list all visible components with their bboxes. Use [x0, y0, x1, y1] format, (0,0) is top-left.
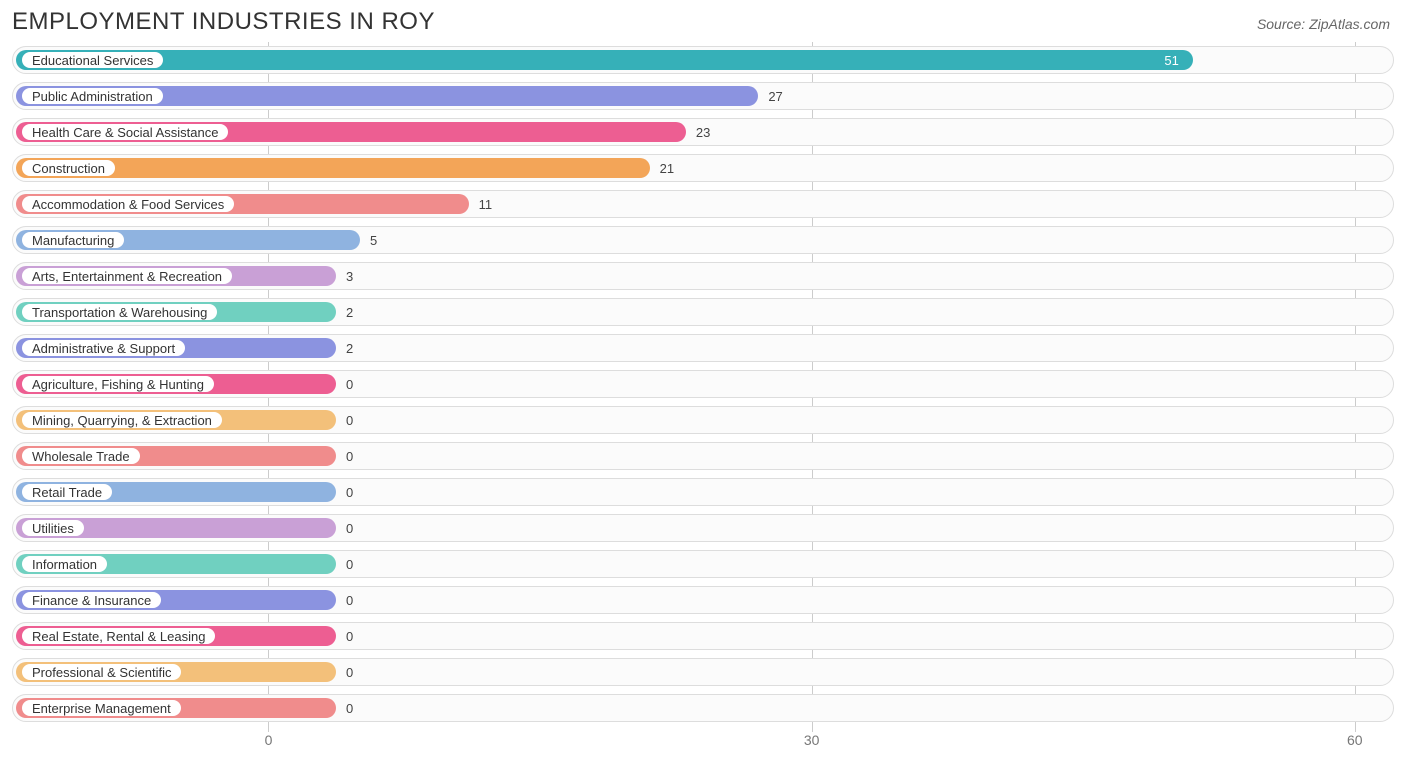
bar-row: Manufacturing 5: [12, 226, 1394, 254]
bar-row: Construction 21: [12, 154, 1394, 182]
bar-value: 0: [336, 371, 353, 397]
bar-row: Utilities 0: [12, 514, 1394, 542]
bar-label: Manufacturing: [22, 232, 124, 248]
bar-row: Arts, Entertainment & Recreation 3: [12, 262, 1394, 290]
bar-label: Retail Trade: [22, 484, 112, 500]
bar-value: 0: [336, 443, 353, 469]
bar-label: Mining, Quarrying, & Extraction: [22, 412, 222, 428]
bar-row: Mining, Quarrying, & Extraction 0: [12, 406, 1394, 434]
bar-label: Agriculture, Fishing & Hunting: [22, 376, 214, 392]
bar-label: Health Care & Social Assistance: [22, 124, 228, 140]
bar-value: 27: [758, 83, 782, 109]
bar-label: Wholesale Trade: [22, 448, 140, 464]
chart-header: EMPLOYMENT INDUSTRIES IN ROY Source: Zip…: [0, 0, 1406, 42]
bar-row: Enterprise Management 0: [12, 694, 1394, 722]
bar-row: Retail Trade 0: [12, 478, 1394, 506]
bar-label: Arts, Entertainment & Recreation: [22, 268, 232, 284]
bar-label: Enterprise Management: [22, 700, 181, 716]
bar-row: Public Administration 27: [12, 82, 1394, 110]
bar-row: Wholesale Trade 0: [12, 442, 1394, 470]
bar-label: Finance & Insurance: [22, 592, 161, 608]
bar-rows: Educational Services51 Public Administrat…: [12, 42, 1394, 722]
bar-value: 0: [336, 623, 353, 649]
bar-row: Information 0: [12, 550, 1394, 578]
bar-row: Agriculture, Fishing & Hunting 0: [12, 370, 1394, 398]
bar-value: 2: [336, 299, 353, 325]
bar-row: Administrative & Support 2: [12, 334, 1394, 362]
bar-label: Accommodation & Food Services: [22, 196, 234, 212]
bar-label: Information: [22, 556, 107, 572]
bar-label: Construction: [22, 160, 115, 176]
bar-value: 0: [336, 407, 353, 433]
x-axis: 0 30 60: [12, 730, 1394, 754]
bar-label: Administrative & Support: [22, 340, 185, 356]
bar-row: Transportation & Warehousing 2: [12, 298, 1394, 326]
x-axis-tick: 60: [1347, 732, 1363, 748]
bar-value: 0: [336, 515, 353, 541]
bar-row: Educational Services51: [12, 46, 1394, 74]
x-axis-tick: 30: [804, 732, 820, 748]
bar-value: 23: [686, 119, 710, 145]
bar-label: Professional & Scientific: [22, 664, 181, 680]
bar-value: 0: [336, 659, 353, 685]
chart-area: Educational Services51 Public Administrat…: [12, 42, 1394, 732]
x-axis-tick: 0: [265, 732, 273, 748]
bar-row: Accommodation & Food Services 11: [12, 190, 1394, 218]
bar-value: 51: [13, 47, 1193, 73]
bar-value: 0: [336, 695, 353, 721]
bar-label: Real Estate, Rental & Leasing: [22, 628, 215, 644]
chart-source: Source: ZipAtlas.com: [1257, 16, 1390, 32]
bar-value: 3: [336, 263, 353, 289]
bar-value: 0: [336, 551, 353, 577]
bar-value: 0: [336, 587, 353, 613]
chart-title: EMPLOYMENT INDUSTRIES IN ROY: [12, 8, 435, 36]
bar-value: 11: [469, 191, 493, 217]
bar-value: 0: [336, 479, 353, 505]
bar-value: 21: [650, 155, 674, 181]
bar-row: Health Care & Social Assistance 23: [12, 118, 1394, 146]
bar-value: 2: [336, 335, 353, 361]
bar-row: Professional & Scientific 0: [12, 658, 1394, 686]
bar-label: Utilities: [22, 520, 84, 536]
bar-value: 5: [360, 227, 377, 253]
bar-row: Finance & Insurance 0: [12, 586, 1394, 614]
bar-label: Transportation & Warehousing: [22, 304, 217, 320]
bar-row: Real Estate, Rental & Leasing 0: [12, 622, 1394, 650]
bar-label: Public Administration: [22, 88, 163, 104]
